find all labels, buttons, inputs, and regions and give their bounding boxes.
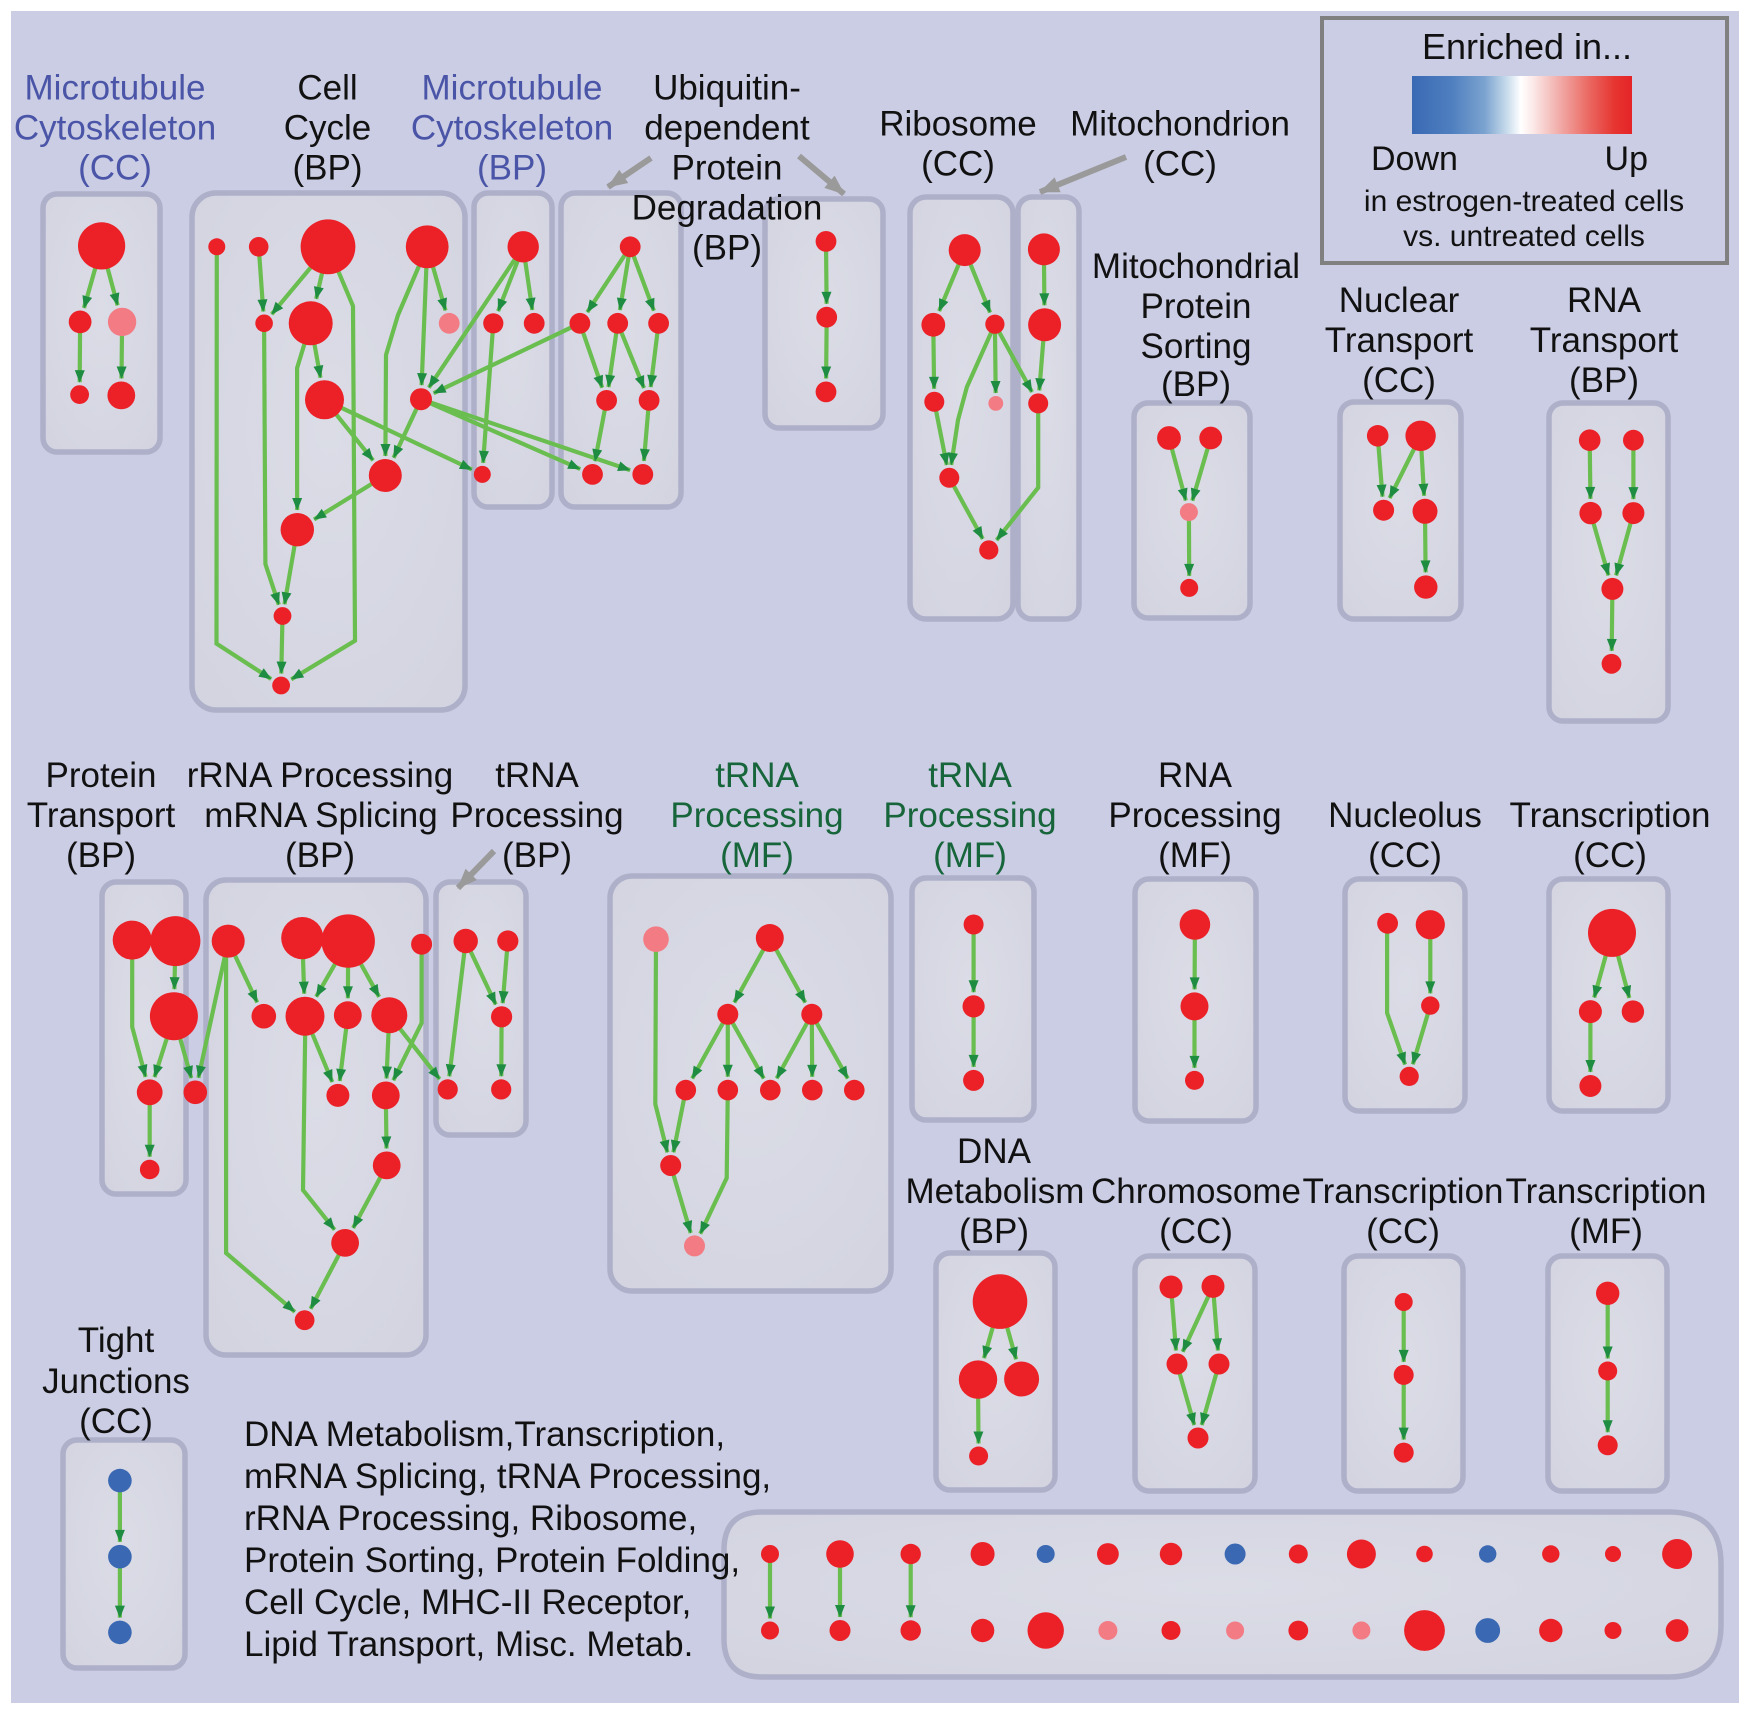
svg-text:rRNA Processing: rRNA Processing — [187, 756, 453, 795]
svg-text:Protein Sorting, Protein Foldi: Protein Sorting, Protein Folding, — [244, 1541, 740, 1580]
svg-text:RNA: RNA — [1567, 281, 1642, 320]
svg-text:DNA Metabolism,Transcription,: DNA Metabolism,Transcription, — [244, 1415, 725, 1454]
svg-text:Protein: Protein — [1141, 287, 1252, 326]
svg-text:(CC): (CC) — [1366, 1212, 1440, 1251]
svg-text:(BP): (BP) — [66, 836, 136, 875]
svg-text:(MF): (MF) — [1158, 836, 1232, 875]
svg-text:Tight: Tight — [78, 1321, 155, 1360]
svg-text:(MF): (MF) — [1569, 1212, 1643, 1251]
svg-text:Processing: Processing — [1108, 796, 1281, 835]
svg-text:dependent: dependent — [644, 109, 810, 148]
svg-text:Nucleolus: Nucleolus — [1328, 796, 1482, 835]
svg-text:(BP): (BP) — [959, 1212, 1029, 1251]
svg-text:RNA: RNA — [1158, 756, 1233, 795]
svg-text:(CC): (CC) — [78, 149, 152, 188]
svg-text:Processing: Processing — [450, 796, 623, 835]
svg-text:(BP): (BP) — [502, 836, 572, 875]
svg-text:in estrogen-treated cells: in estrogen-treated cells — [1364, 185, 1684, 218]
svg-text:mRNA Splicing, tRNA Processing: mRNA Splicing, tRNA Processing, — [244, 1457, 771, 1496]
svg-text:(CC): (CC) — [1362, 361, 1436, 400]
svg-text:(MF): (MF) — [720, 836, 794, 875]
svg-text:Metabolism: Metabolism — [906, 1172, 1085, 1211]
svg-text:(CC): (CC) — [1159, 1212, 1233, 1251]
svg-text:Transport: Transport — [1325, 321, 1474, 360]
svg-text:(CC): (CC) — [1368, 836, 1442, 875]
svg-text:Cell: Cell — [297, 69, 357, 108]
svg-text:Sorting: Sorting — [1141, 327, 1252, 366]
svg-text:rRNA Processing, Ribosome,: rRNA Processing, Ribosome, — [244, 1499, 697, 1538]
svg-text:Up: Up — [1605, 140, 1648, 178]
svg-text:DNA: DNA — [957, 1132, 1032, 1171]
svg-text:(CC): (CC) — [1573, 836, 1647, 875]
svg-text:tRNA: tRNA — [715, 756, 799, 795]
svg-text:tRNA: tRNA — [928, 756, 1012, 795]
svg-text:Enriched in...: Enriched in... — [1422, 26, 1632, 67]
svg-text:(BP): (BP) — [477, 149, 547, 188]
svg-text:Nuclear: Nuclear — [1339, 281, 1460, 320]
svg-text:Protein: Protein — [46, 756, 157, 795]
svg-text:(BP): (BP) — [1569, 361, 1639, 400]
svg-text:Cycle: Cycle — [284, 109, 372, 148]
svg-text:Ubiquitin-: Ubiquitin- — [653, 69, 801, 108]
svg-text:(CC): (CC) — [921, 145, 995, 184]
svg-text:(BP): (BP) — [1161, 365, 1231, 404]
svg-text:Processing: Processing — [883, 796, 1056, 835]
svg-text:(MF): (MF) — [933, 836, 1007, 875]
svg-text:Microtubule: Microtubule — [422, 69, 603, 108]
svg-text:Transcription: Transcription — [1303, 1172, 1504, 1211]
svg-text:tRNA: tRNA — [495, 756, 579, 795]
svg-text:Lipid Transport, Misc. Metab.: Lipid Transport, Misc. Metab. — [244, 1625, 693, 1664]
svg-text:Processing: Processing — [670, 796, 843, 835]
svg-text:Cytoskeleton: Cytoskeleton — [411, 109, 613, 148]
svg-text:Degradation: Degradation — [632, 189, 823, 228]
svg-text:Transcription: Transcription — [1506, 1172, 1707, 1211]
svg-text:Down: Down — [1371, 140, 1458, 178]
svg-text:Junctions: Junctions — [42, 1362, 190, 1401]
svg-text:vs. untreated cells: vs. untreated cells — [1403, 220, 1645, 253]
svg-text:Transcription: Transcription — [1510, 796, 1711, 835]
svg-text:(CC): (CC) — [1143, 145, 1217, 184]
svg-text:Microtubule: Microtubule — [25, 69, 206, 108]
svg-text:(BP): (BP) — [285, 836, 355, 875]
svg-text:Mitochondrial: Mitochondrial — [1092, 247, 1300, 286]
svg-text:Mitochondrion: Mitochondrion — [1070, 105, 1290, 144]
svg-text:(CC): (CC) — [79, 1402, 153, 1441]
svg-text:(BP): (BP) — [293, 149, 363, 188]
svg-text:Cell Cycle, MHC-II Receptor,: Cell Cycle, MHC-II Receptor, — [244, 1583, 691, 1622]
svg-text:(BP): (BP) — [692, 229, 762, 268]
svg-text:mRNA Splicing: mRNA Splicing — [204, 796, 437, 835]
svg-text:Transport: Transport — [1530, 321, 1679, 360]
svg-text:Protein: Protein — [672, 149, 783, 188]
svg-text:Transport: Transport — [27, 796, 176, 835]
svg-text:Ribosome: Ribosome — [879, 105, 1037, 144]
svg-text:Cytoskeleton: Cytoskeleton — [14, 109, 216, 148]
svg-text:Chromosome: Chromosome — [1091, 1172, 1301, 1211]
